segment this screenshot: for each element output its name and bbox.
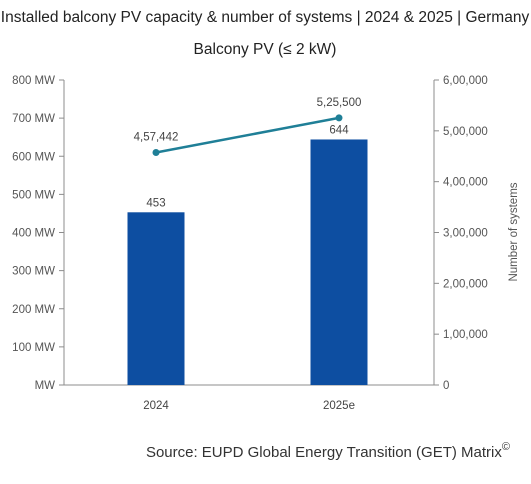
left-tick-label: 700 MW (12, 113, 55, 125)
right-tick-label: 1,00,000 (443, 329, 488, 341)
line-value-label: 4,57,442 (134, 131, 179, 143)
left-tick-label: MW (35, 380, 56, 392)
right-tick-label: 0 (443, 380, 449, 392)
left-tick-label: 100 MW (12, 342, 55, 354)
right-tick-label: 5,00,000 (443, 126, 488, 138)
source-text: Source: EUPD Global Energy Transition (G… (146, 444, 502, 461)
chart-title: Installed balcony PV capacity & number o… (1, 9, 530, 26)
right-tick-label: 4,00,000 (443, 177, 488, 189)
right-tick-label: 2,00,000 (443, 278, 488, 290)
right-tick-label: 6,00,000 (443, 75, 488, 87)
right-tick-label: 3,00,000 (443, 228, 488, 240)
source-note: Source: EUPD Global Energy Transition (G… (146, 441, 510, 461)
left-tick-label: 800 MW (12, 75, 55, 87)
left-axis-ticks: MW 100 MW 200 MW 300 MW 400 MW 500 MW 600 MW 70… (12, 75, 64, 392)
line-point (335, 114, 343, 122)
systems-line (155, 116, 340, 154)
category-label: 2024 (143, 400, 169, 412)
line-series: 4,57,442 5,25,500 (134, 97, 362, 156)
bar-value-label: 644 (329, 124, 349, 136)
left-tick-label: 400 MW (12, 228, 55, 240)
bar-2025e (310, 139, 368, 385)
bar-2024 (127, 212, 185, 385)
copyright-mark: © (502, 441, 510, 453)
left-tick-label: 300 MW (12, 266, 55, 278)
bar-value-label: 453 (146, 197, 165, 209)
right-axis-title: Number of systems (508, 182, 520, 281)
category-label: 2025e (323, 400, 355, 412)
category-labels: 2024 2025e (143, 400, 355, 412)
line-point (152, 148, 160, 156)
left-tick-label: 600 MW (12, 151, 55, 163)
line-value-label: 5,25,500 (317, 97, 362, 109)
right-axis-ticks: 0 1,00,000 2,00,000 3,00,000 4,00,000 5,00,00… (434, 75, 488, 392)
left-tick-label: 500 MW (12, 189, 55, 201)
bar-series: 453 644 (127, 124, 368, 385)
chart-subtitle: Balcony PV (≤ 2 kW) (194, 41, 337, 58)
left-tick-label: 200 MW (12, 304, 55, 316)
